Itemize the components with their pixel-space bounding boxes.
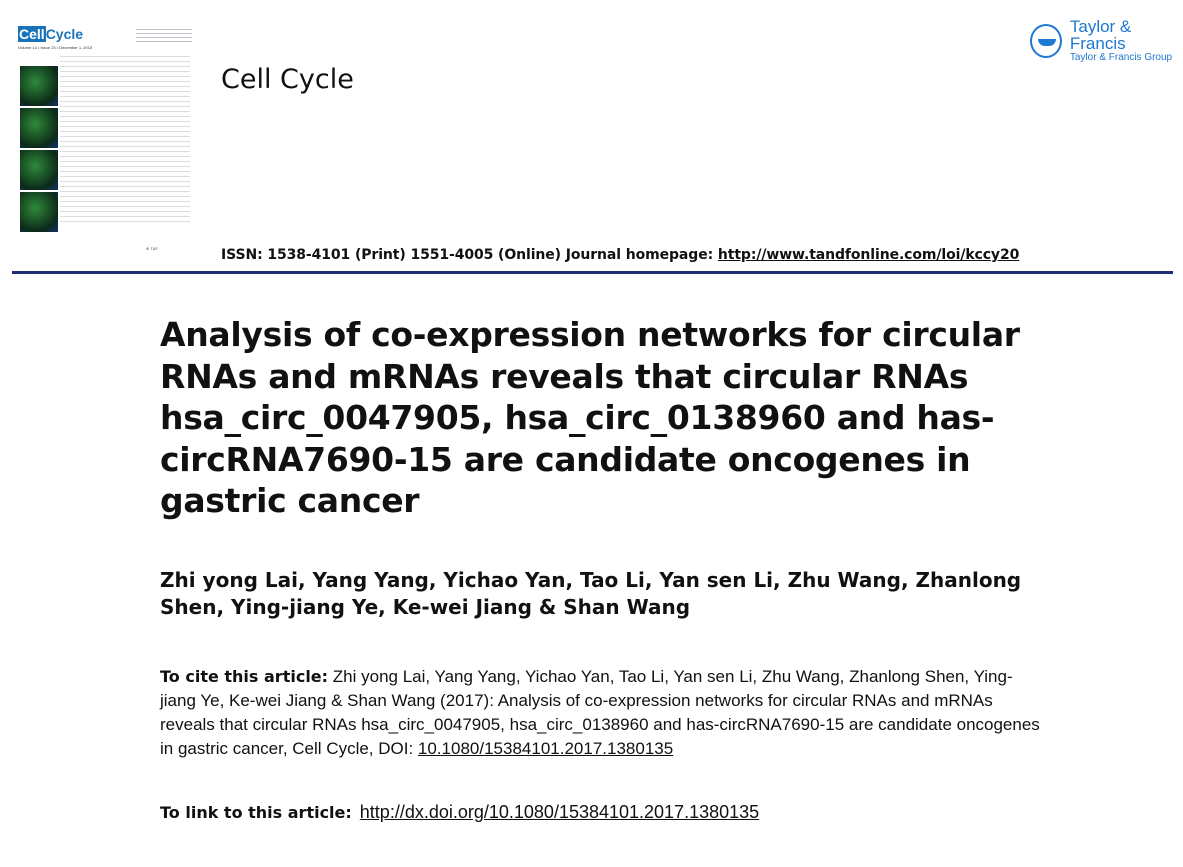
cover-image	[20, 192, 58, 232]
cover-image	[20, 66, 58, 106]
issn-line: ISSN: 1538-4101 (Print) 1551-4005 (Onlin…	[221, 247, 1019, 263]
cover-image	[20, 150, 58, 190]
article-authors: Zhi yong Lai, Yang Yang, Yichao Yan, Tao…	[160, 568, 1022, 619]
header-divider	[12, 271, 1173, 274]
cover-issue: Volume 14 • Issue 23 • December 1, 2015	[18, 45, 93, 50]
issn-text: ISSN: 1538-4101 (Print) 1551-4005 (Onlin…	[221, 247, 718, 263]
journal-name: Cell Cycle	[221, 64, 354, 95]
journal-homepage-link[interactable]: http://www.tandfonline.com/loi/kccy20	[717, 247, 1020, 263]
article-link[interactable]: http://dx.doi.org/10.1080/15384101.2017.…	[359, 802, 760, 822]
cover-editorial-board	[60, 56, 190, 226]
cover-publisher-mark: ⊕ T&F	[146, 246, 158, 251]
cover-logo: CellCycle	[18, 26, 84, 42]
cite-label: To cite this article:	[160, 667, 329, 686]
journal-cover-thumbnail: CellCycle Volume 14 • Issue 23 • Decembe…	[18, 26, 192, 251]
citation: To cite this article: Zhi yong Lai, Yang…	[160, 665, 1040, 761]
article-title: Analysis of co-expression networks for c…	[160, 315, 1020, 520]
publisher-logo: Taylor & Francis Taylor & Francis Group	[1030, 18, 1183, 63]
cover-editor-block	[136, 29, 192, 43]
publisher-name: Taylor & Francis	[1069, 17, 1132, 53]
publisher-group: Taylor & Francis Group	[1069, 52, 1173, 63]
link-label: To link to this article:	[160, 803, 352, 822]
doi-link[interactable]: 10.1080/15384101.2017.1380135	[417, 739, 674, 758]
article-link-line: To link to this article: http://dx.doi.or…	[160, 802, 759, 823]
cite-text: Zhi yong Lai, Yang Yang, Yichao Yan, Tao…	[160, 667, 1040, 758]
lamp-icon	[1030, 23, 1062, 58]
cover-image	[20, 108, 58, 148]
